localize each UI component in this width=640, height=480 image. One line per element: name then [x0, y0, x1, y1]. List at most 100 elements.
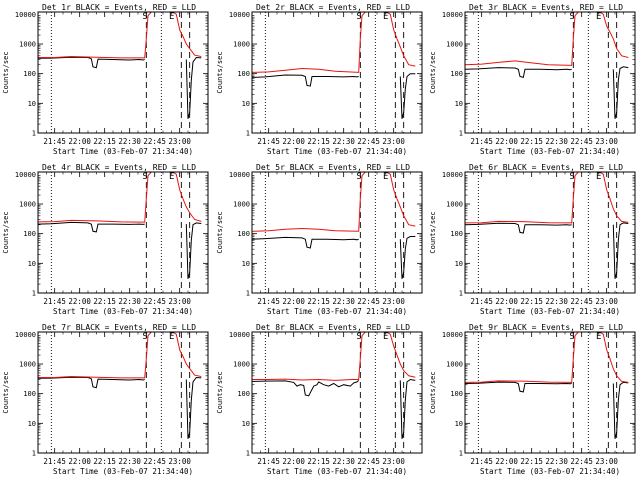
- x-tick-label: 22:15: [93, 137, 116, 146]
- events-series-line: [465, 67, 572, 79]
- x-tick-label: 23:00: [168, 137, 191, 146]
- x-tick-label: 22:00: [495, 137, 518, 146]
- panel-det-7: Det 7r BLACK = Events, RED = LLD Counts/s…: [2, 323, 209, 476]
- y-tick-label: 1000: [446, 201, 463, 209]
- plot-frame: [251, 11, 423, 134]
- y-tick-label: 10000: [229, 11, 250, 19]
- lld-series-line: [465, 332, 579, 383]
- x-tick-label: 22:00: [68, 297, 91, 306]
- y-tick-label: 10000: [442, 171, 463, 179]
- x-tick-label: 23:00: [168, 297, 191, 306]
- y-tick-label: 10: [242, 420, 250, 428]
- marker-label-s: S: [142, 332, 147, 342]
- x-tick-label: 21:45: [43, 137, 66, 146]
- marker-label-e: E: [383, 12, 388, 22]
- y-tick-label: 10000: [15, 11, 36, 19]
- x-tick-label: 22:00: [282, 137, 305, 146]
- panel-det-9: Det 9r BLACK = Events, RED = LLD Counts/s…: [429, 323, 636, 476]
- lld-series-line: [38, 172, 152, 223]
- y-axis-label: Counts/sec: [429, 211, 437, 253]
- lld-series-line: [599, 172, 629, 223]
- lld-series-line: [172, 12, 202, 57]
- series-group: [252, 172, 416, 279]
- x-tick-label: 23:00: [382, 137, 405, 146]
- y-tick-label: 10000: [229, 171, 250, 179]
- lld-series-line: [252, 12, 366, 73]
- y-tick-label: 1000: [19, 41, 36, 49]
- marker-label-e: E: [383, 332, 388, 342]
- y-tick-label: 100: [237, 390, 250, 398]
- series-group: [465, 332, 629, 439]
- y-tick-label: 100: [23, 390, 36, 398]
- y-tick-label: 1000: [233, 201, 250, 209]
- y-axis-label: Counts/sec: [2, 51, 10, 93]
- events-series-line: [185, 222, 202, 279]
- x-tick-label: 22:00: [68, 457, 91, 466]
- panel-det-5: Det 5r BLACK = Events, RED = LLD Counts/s…: [216, 163, 423, 316]
- y-axis-label: Counts/sec: [2, 371, 10, 413]
- x-tick-label: 22:45: [357, 297, 380, 306]
- plot-frame: [37, 331, 209, 454]
- x-tick-label: 22:45: [143, 457, 166, 466]
- marker-label-s: S: [356, 172, 361, 182]
- marker-label-s: S: [569, 332, 574, 342]
- x-axis-label: Start Time (03-Feb-07 21:34:40): [267, 307, 407, 316]
- y-tick-label: 10: [455, 260, 463, 268]
- lld-series-line: [599, 332, 629, 383]
- x-axis-label: Start Time (03-Feb-07 21:34:40): [53, 307, 193, 316]
- plot-frame: [464, 11, 636, 134]
- x-axis-label: Start Time (03-Feb-07 21:34:40): [480, 467, 620, 476]
- x-tick-label: 21:45: [470, 457, 493, 466]
- lld-series-line: [465, 172, 579, 224]
- panel-det-2: Det 2r BLACK = Events, RED = LLD Counts/s…: [216, 3, 423, 156]
- lld-series-line: [38, 332, 152, 379]
- y-tick-label: 10: [28, 260, 36, 268]
- x-tick-label: 22:15: [307, 297, 330, 306]
- panel-title: Det 8r BLACK = Events, RED = LLD: [256, 323, 410, 332]
- y-tick-label: 10: [455, 420, 463, 428]
- y-tick-label: 1: [246, 290, 250, 298]
- marker-label-s: S: [142, 12, 147, 22]
- series-group: [38, 172, 202, 279]
- plot-frame: [37, 171, 209, 294]
- marker-label-e: E: [596, 12, 601, 22]
- x-tick-label: 21:45: [43, 457, 66, 466]
- x-tick-label: 22:00: [68, 137, 91, 146]
- x-tick-label: 22:15: [93, 297, 116, 306]
- y-axis-label: Counts/sec: [429, 371, 437, 413]
- y-axis-label: Counts/sec: [2, 211, 10, 253]
- series-group: [252, 12, 416, 119]
- y-tick-label: 10: [455, 100, 463, 108]
- y-axis-label: Counts/sec: [216, 51, 224, 93]
- lld-series-line: [252, 172, 366, 232]
- x-axis-label: Start Time (03-Feb-07 21:34:40): [53, 467, 193, 476]
- lld-series-line: [38, 12, 152, 59]
- events-series-line: [612, 66, 629, 119]
- series-group: [465, 172, 629, 279]
- panel-title: Det 4r BLACK = Events, RED = LLD: [42, 163, 196, 172]
- x-tick-label: 22:15: [307, 457, 330, 466]
- y-tick-label: 10000: [15, 171, 36, 179]
- y-tick-label: 1: [459, 130, 463, 138]
- x-tick-label: 22:15: [93, 457, 116, 466]
- y-tick-label: 1000: [233, 361, 250, 369]
- y-tick-label: 10000: [442, 331, 463, 339]
- series-group: [465, 12, 629, 119]
- y-tick-label: 1: [32, 130, 36, 138]
- marker-label-e: E: [169, 172, 174, 182]
- y-tick-label: 100: [450, 390, 463, 398]
- plot-frame: [37, 11, 209, 134]
- x-tick-label: 22:45: [143, 137, 166, 146]
- x-tick-label: 22:00: [495, 297, 518, 306]
- lld-series-line: [252, 332, 366, 381]
- marker-label-e: E: [383, 172, 388, 182]
- x-axis-label: Start Time (03-Feb-07 21:34:40): [480, 147, 620, 156]
- series-group: [38, 332, 202, 439]
- y-tick-label: 1: [246, 450, 250, 458]
- panel-title: Det 1r BLACK = Events, RED = LLD: [42, 3, 196, 12]
- plot-frame: [464, 331, 636, 454]
- x-tick-label: 22:15: [520, 137, 543, 146]
- y-tick-label: 100: [23, 70, 36, 78]
- events-series-line: [185, 376, 202, 439]
- events-series-line: [38, 376, 145, 389]
